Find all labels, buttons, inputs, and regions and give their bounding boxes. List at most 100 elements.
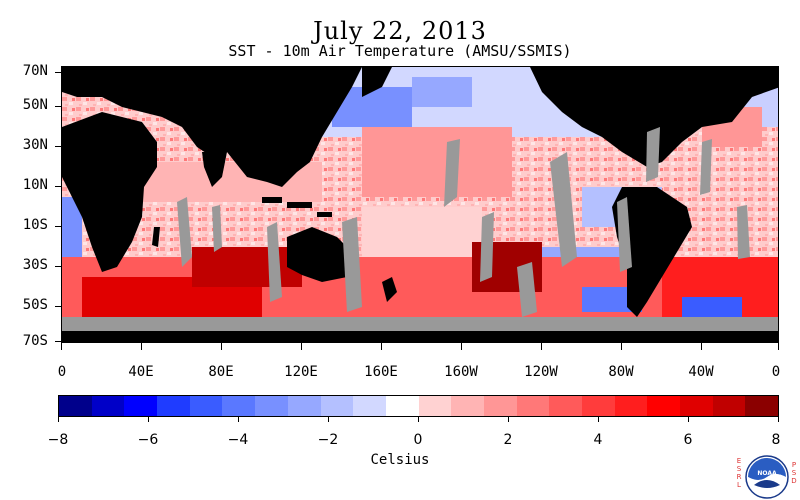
colorbar-tick — [688, 417, 689, 422]
colorbar — [58, 395, 779, 417]
lon-label-120e: 120E — [284, 364, 318, 380]
colorbar-swatch — [189, 396, 223, 416]
colorbar-swatch — [647, 396, 681, 416]
no-data-swath — [342, 217, 362, 312]
colorbar-label-neg4: −4 — [227, 432, 249, 448]
lat-label-10n: 10N — [22, 177, 48, 193]
lat-tick — [55, 306, 61, 307]
colorbar-tick — [598, 417, 599, 422]
no-data-antarctic-band — [62, 317, 778, 331]
lat-label-50n: 50N — [22, 97, 48, 113]
lat-tick — [55, 72, 61, 73]
colorbar-swatch — [124, 396, 158, 416]
colorbar-tick — [328, 417, 329, 422]
no-data-swath — [700, 139, 712, 195]
colorbar-swatch — [614, 396, 648, 416]
chart-title: July 22, 2013 — [313, 17, 487, 45]
lat-tick — [55, 226, 61, 227]
lon-tick — [61, 343, 62, 350]
colorbar-swatch — [549, 396, 582, 416]
land-australia — [287, 227, 352, 282]
colorbar-label-4: 4 — [593, 432, 603, 448]
anomaly-patch — [192, 247, 302, 287]
land-greenland — [662, 67, 752, 102]
anomaly-patch — [412, 77, 472, 107]
map-svg — [62, 67, 778, 342]
sst-anomaly-map — [61, 66, 779, 343]
colorbar-swatch — [385, 396, 419, 416]
land-india — [202, 152, 227, 187]
lat-label-50s: 50S — [22, 297, 48, 313]
lon-label-80w: 80W — [608, 364, 634, 380]
lon-label-40e: 40E — [128, 364, 154, 380]
lat-label-30s: 30S — [22, 257, 48, 273]
colorbar-swatch — [712, 396, 746, 416]
lat-tick — [55, 266, 61, 267]
lon-tick — [701, 343, 702, 350]
colorbar-label-neg8: −8 — [47, 432, 69, 448]
colorbar-tick — [418, 417, 419, 422]
lon-tick — [301, 343, 302, 350]
land-south-america — [612, 187, 692, 317]
colorbar-label-6: 6 — [683, 432, 693, 448]
colorbar-tick — [508, 417, 509, 422]
anomaly-patch — [362, 207, 482, 257]
colorbar-label-8: 8 — [771, 432, 781, 448]
colorbar-label-2: 2 — [503, 432, 513, 448]
lon-label-80e: 80E — [208, 364, 234, 380]
lat-tick — [55, 146, 61, 147]
colorbar-swatch — [680, 396, 713, 416]
noaa-emblem-icon: NOAA — [745, 455, 789, 499]
land-island — [287, 202, 312, 208]
lon-label-0-east: 0 — [771, 364, 781, 380]
no-data-swath — [177, 197, 192, 267]
colorbar-tick — [58, 417, 59, 422]
lon-label-40w: 40W — [688, 364, 714, 380]
lat-tick — [55, 106, 61, 107]
colorbar-swatch — [222, 396, 256, 416]
land-eurasia — [62, 67, 362, 187]
anomaly-patch — [362, 127, 512, 197]
land-island — [317, 212, 332, 217]
colorbar-swatch — [418, 396, 452, 416]
no-data-swath — [646, 127, 660, 182]
lat-tick — [55, 341, 61, 342]
land-antarctica — [62, 329, 778, 342]
no-data-swath — [517, 262, 537, 317]
lat-tick — [55, 186, 61, 187]
colorbar-label-neg2: −2 — [317, 432, 339, 448]
lat-label-30n: 30N — [22, 137, 48, 153]
land-africa — [62, 112, 157, 272]
no-data-swath — [737, 205, 750, 259]
anomaly-patch — [682, 297, 742, 317]
colorbar-units: Celsius — [370, 452, 430, 468]
chart-subtitle: SST - 10m Air Temperature (AMSU/SSMIS) — [228, 42, 572, 60]
land-siberia — [362, 67, 392, 97]
no-data-swath — [212, 205, 222, 252]
colorbar-label-neg6: −6 — [137, 432, 159, 448]
logo-center-text: NOAA — [757, 470, 777, 477]
colorbar-tick — [148, 417, 149, 422]
colorbar-swatch — [59, 396, 92, 416]
colorbar-swatch — [745, 396, 779, 416]
colorbar-label-0: 0 — [413, 432, 423, 448]
lon-tick — [221, 343, 222, 350]
lon-label-120w: 120W — [524, 364, 558, 380]
no-data-swath — [550, 152, 577, 267]
land-new-zealand — [382, 277, 397, 302]
no-data-swath — [444, 139, 460, 207]
colorbar-tick — [238, 417, 239, 422]
colorbar-swatch — [157, 396, 190, 416]
lon-label-0-west: 0 — [57, 364, 67, 380]
colorbar-swatch — [353, 396, 386, 416]
anomaly-patch — [62, 197, 82, 257]
lat-label-70n: 70N — [22, 63, 48, 79]
land-island — [262, 197, 282, 203]
colorbar-swatch — [255, 396, 288, 416]
colorbar-swatch — [483, 396, 517, 416]
lat-label-70s: 70S — [22, 333, 48, 349]
colorbar-swatch — [287, 396, 321, 416]
